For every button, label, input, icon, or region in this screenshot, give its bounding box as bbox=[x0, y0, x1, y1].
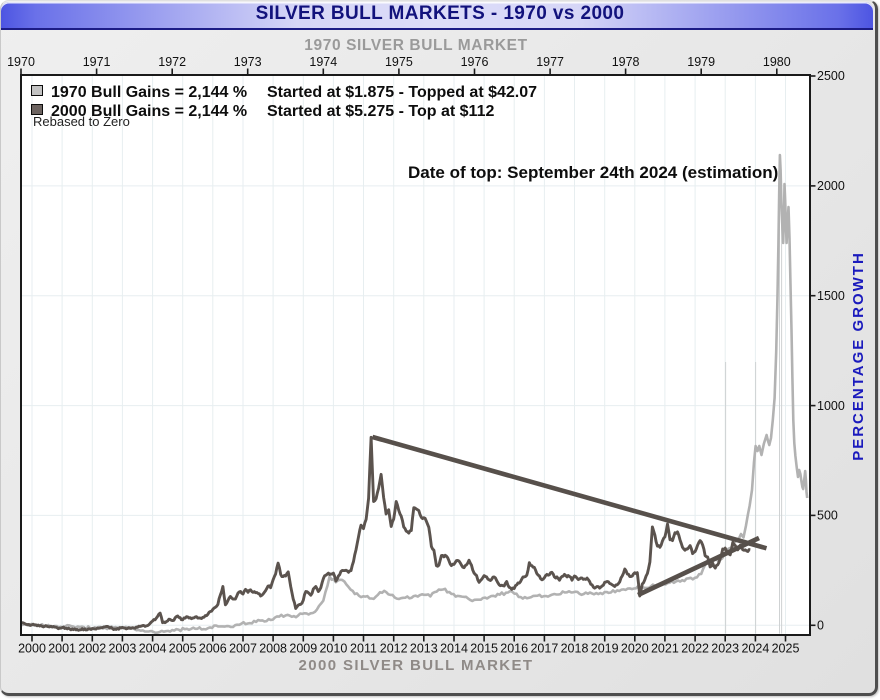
svg-text:1976: 1976 bbox=[461, 55, 489, 69]
svg-text:2005: 2005 bbox=[169, 642, 197, 656]
svg-text:1973: 1973 bbox=[234, 55, 262, 69]
svg-text:2024: 2024 bbox=[741, 642, 769, 656]
svg-text:2021: 2021 bbox=[651, 642, 679, 656]
svg-text:1970: 1970 bbox=[7, 55, 35, 69]
svg-text:0: 0 bbox=[817, 619, 824, 633]
svg-text:2023: 2023 bbox=[711, 642, 739, 656]
svg-text:2022: 2022 bbox=[681, 642, 709, 656]
svg-text:2013: 2013 bbox=[410, 642, 438, 656]
svg-text:1980: 1980 bbox=[763, 55, 791, 69]
svg-text:2009: 2009 bbox=[289, 642, 317, 656]
svg-text:1977: 1977 bbox=[536, 55, 564, 69]
svg-text:1979: 1979 bbox=[687, 55, 715, 69]
svg-text:2016: 2016 bbox=[500, 642, 528, 656]
svg-text:2019: 2019 bbox=[591, 642, 619, 656]
svg-text:2002: 2002 bbox=[78, 642, 106, 656]
svg-text:1974: 1974 bbox=[309, 55, 337, 69]
svg-text:2018: 2018 bbox=[561, 642, 589, 656]
svg-text:2004: 2004 bbox=[139, 642, 167, 656]
svg-text:2015: 2015 bbox=[470, 642, 498, 656]
svg-text:1975: 1975 bbox=[385, 55, 413, 69]
svg-text:1971: 1971 bbox=[83, 55, 111, 69]
svg-text:2000: 2000 bbox=[817, 179, 845, 193]
svg-text:2006: 2006 bbox=[199, 642, 227, 656]
svg-text:2500: 2500 bbox=[817, 69, 845, 83]
svg-text:2001: 2001 bbox=[48, 642, 76, 656]
svg-text:1500: 1500 bbox=[817, 289, 845, 303]
svg-text:500: 500 bbox=[817, 509, 838, 523]
svg-text:1978: 1978 bbox=[612, 55, 640, 69]
svg-text:2017: 2017 bbox=[530, 642, 558, 656]
svg-text:2014: 2014 bbox=[440, 642, 468, 656]
svg-text:2000: 2000 bbox=[18, 642, 46, 656]
svg-text:1000: 1000 bbox=[817, 399, 845, 413]
svg-text:1972: 1972 bbox=[158, 55, 186, 69]
svg-text:2008: 2008 bbox=[259, 642, 287, 656]
svg-text:2025: 2025 bbox=[772, 642, 800, 656]
svg-text:2010: 2010 bbox=[319, 642, 347, 656]
svg-text:2011: 2011 bbox=[350, 642, 377, 656]
svg-text:2007: 2007 bbox=[229, 642, 257, 656]
svg-text:2012: 2012 bbox=[380, 642, 408, 656]
svg-text:2020: 2020 bbox=[621, 642, 649, 656]
svg-text:2003: 2003 bbox=[108, 642, 136, 656]
